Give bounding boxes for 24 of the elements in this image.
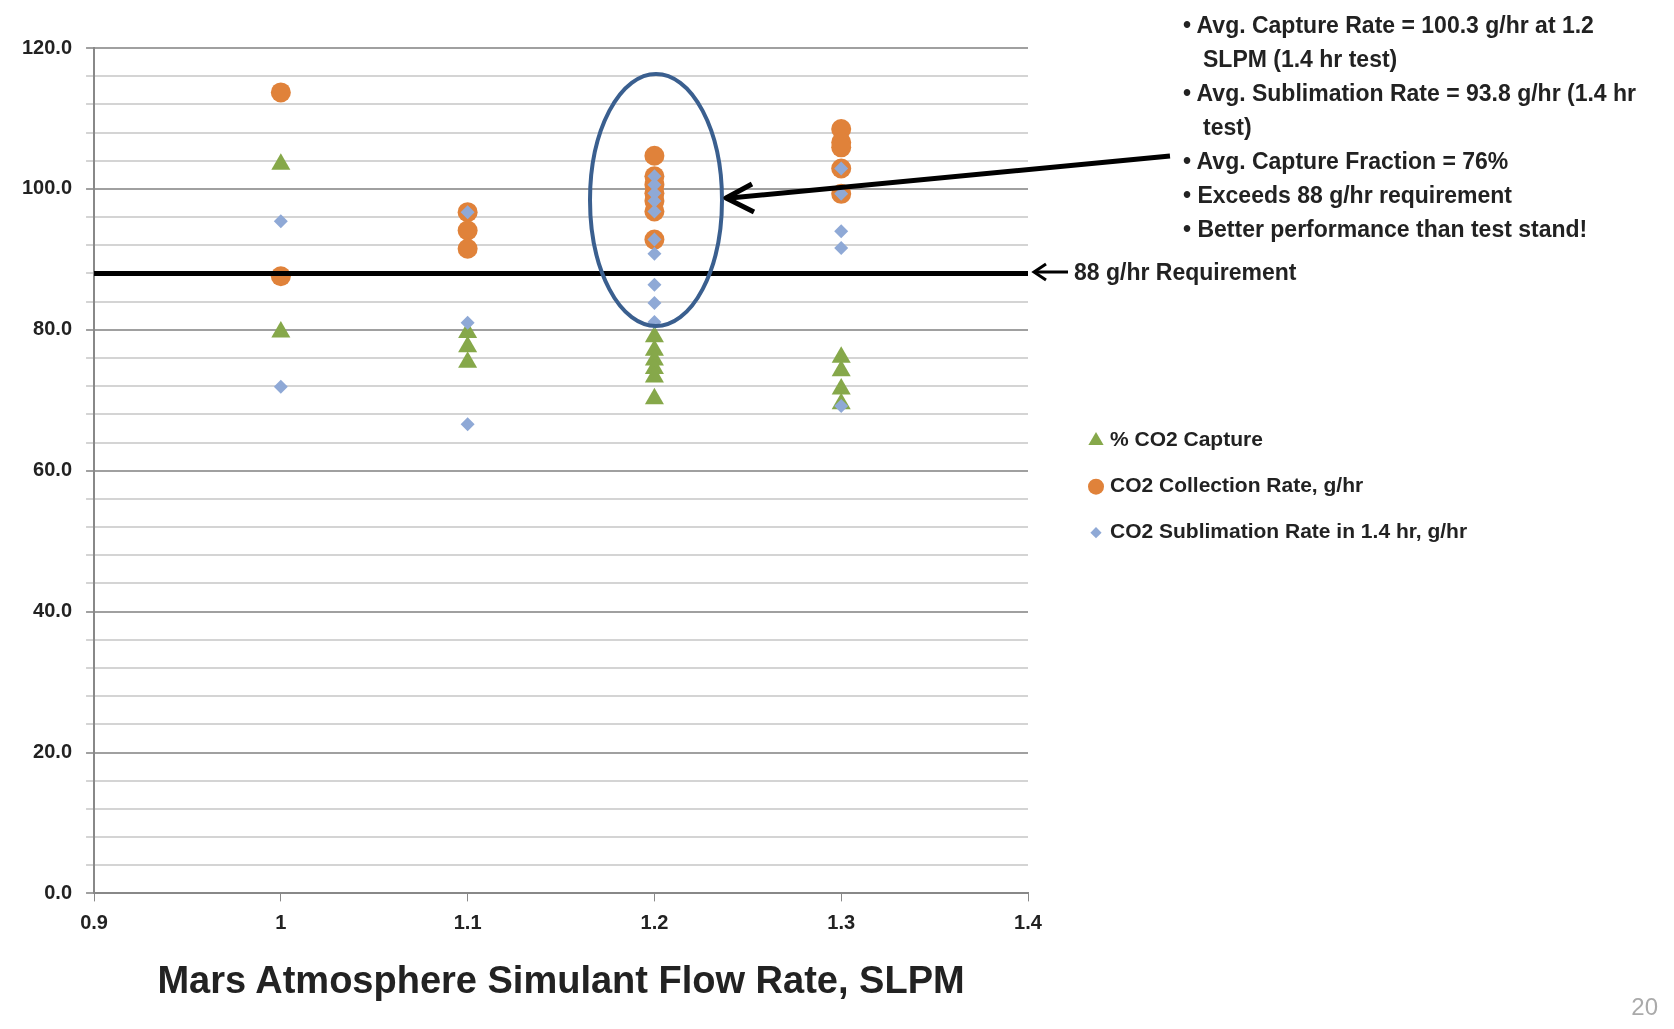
y-tick-label: 40.0 bbox=[33, 599, 73, 622]
x-tick-label: 1.1 bbox=[453, 910, 482, 933]
text: • Avg. Capture Fraction = 76% bbox=[1183, 147, 1510, 176]
y-tick-label: 20.0 bbox=[33, 740, 73, 763]
x-tick-label: 1.3 bbox=[827, 910, 856, 933]
legend-label: CO2 Collection Rate, g/hr bbox=[1110, 473, 1364, 497]
y-tick-label: 0.0 bbox=[44, 880, 73, 903]
y-tick-label: 60.0 bbox=[33, 458, 73, 481]
x-tick-label: 1.2 bbox=[640, 910, 669, 933]
ref-line-label: 88 g/hr Requirement bbox=[1074, 258, 1297, 285]
x-tick-label: 1.4 bbox=[1014, 910, 1043, 933]
y-tick-label: 80.0 bbox=[33, 317, 73, 340]
text: 20 bbox=[1631, 993, 1658, 1021]
text: • Avg. Sublimation Rate = 93.8 g/hr (1.4 hr test) bbox=[1183, 79, 1638, 142]
legend-label: % CO2 Capture bbox=[1110, 427, 1263, 451]
x-axis-title: Mars Atmosphere Simulant Flow Rate, SLPM bbox=[157, 958, 965, 1001]
y-tick-label: 100.0 bbox=[21, 176, 73, 199]
x-tick-label: 1 bbox=[275, 910, 287, 933]
text: • Avg. Capture Rate = 100.3 g/hr at 1.2 SLPM (1.4 hr test) bbox=[1183, 11, 1595, 74]
y-tick-label: 120.0 bbox=[21, 35, 73, 58]
legend-label: CO2 Sublimation Rate in 1.4 hr, g/hr bbox=[1110, 519, 1468, 543]
x-tick-label: 0.9 bbox=[80, 910, 108, 933]
text: • Exceeds 88 g/hr requirement bbox=[1183, 181, 1513, 210]
text: • Better performance than test stand! bbox=[1183, 215, 1589, 244]
